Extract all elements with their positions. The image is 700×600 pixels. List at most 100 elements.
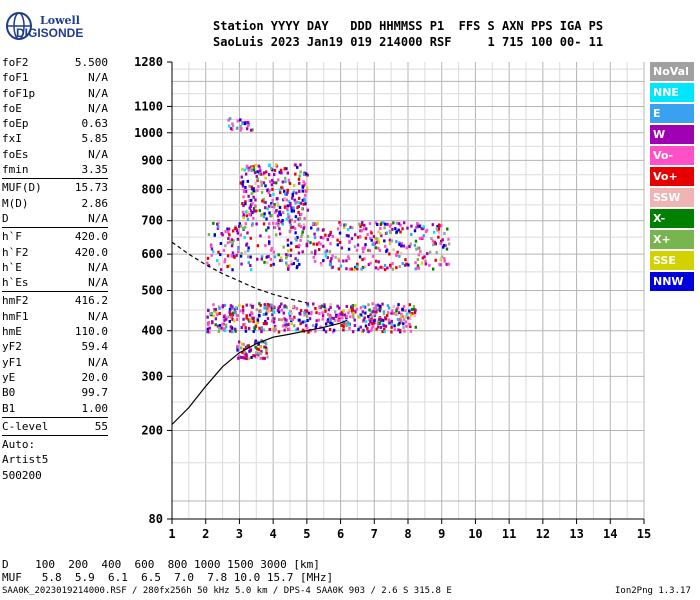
echo-point (367, 315, 370, 319)
echo-point (206, 323, 210, 327)
echo-point (380, 318, 383, 322)
echo-point (374, 305, 378, 309)
echo-point (322, 244, 325, 248)
echo-point (342, 259, 345, 263)
echo-point (239, 254, 243, 258)
echo-point (299, 238, 302, 242)
echo-point (246, 255, 250, 259)
echo-point (342, 225, 346, 229)
echo-point (415, 266, 419, 270)
echo-point (244, 202, 247, 206)
echo-point (386, 222, 389, 226)
echo-point (375, 303, 378, 307)
echo-point (326, 319, 329, 323)
param-value: 1.00 (81, 401, 109, 415)
echo-point (319, 306, 322, 310)
echo-point (297, 210, 300, 214)
echo-point (358, 315, 361, 319)
echo-point (370, 310, 373, 314)
echo-point (299, 170, 302, 174)
param-value: N/A (88, 86, 108, 100)
echo-point (239, 309, 242, 313)
echo-point (267, 255, 270, 259)
echo-point (326, 318, 330, 322)
echo-point (259, 352, 262, 356)
echo-point (251, 316, 254, 320)
echo-point (368, 221, 372, 225)
echo-point (236, 126, 239, 130)
echo-point (278, 205, 282, 209)
x-tick-label: 12 (536, 527, 550, 541)
echo-point (420, 227, 423, 231)
logo-text-lowell: Lowell (40, 14, 80, 27)
echo-point (351, 308, 354, 312)
echo-point (277, 253, 280, 257)
echo-point (382, 310, 386, 314)
echo-point (316, 221, 319, 225)
echo-point (266, 355, 269, 359)
echo-point (292, 305, 295, 309)
echo-point (217, 329, 221, 333)
echo-point (265, 217, 268, 221)
echo-point (303, 310, 306, 314)
echo-point (278, 259, 282, 263)
echo-point (336, 243, 339, 247)
echo-point (424, 259, 427, 263)
echo-point (358, 255, 362, 259)
echo-point (320, 263, 323, 267)
echo-point (268, 327, 271, 331)
echo-point (374, 266, 378, 270)
echo-point (320, 304, 324, 308)
echo-point (266, 317, 270, 321)
echo-point (329, 262, 333, 266)
y-tick-label: 800 (141, 183, 163, 197)
echo-point (444, 244, 447, 248)
x-tick-label: 10 (468, 527, 482, 541)
echo-point (305, 315, 309, 319)
echo-point (265, 304, 269, 308)
echo-point (370, 315, 374, 319)
param-row-hf2: h`F2 420.0 (2, 245, 108, 260)
echo-point (259, 345, 262, 349)
echo-point (269, 166, 273, 170)
echo-point (242, 188, 246, 192)
param-value: N/A (88, 71, 108, 85)
echo-point (216, 226, 220, 230)
echo-point (398, 265, 401, 269)
y-tick-label: 1280 (134, 55, 163, 69)
echo-point (403, 329, 406, 333)
echo-point (244, 250, 247, 254)
echo-point (290, 206, 293, 210)
echo-point (227, 230, 230, 234)
echo-point (267, 190, 271, 194)
echo-point (235, 314, 239, 318)
echo-point (377, 260, 380, 264)
echo-point (445, 262, 448, 266)
echo-point (356, 235, 360, 239)
y-tick-label: 500 (141, 284, 163, 298)
echo-point (390, 311, 393, 315)
echo-point (310, 226, 313, 230)
echo-point (301, 207, 304, 211)
echo-point (289, 254, 292, 258)
echo-point (367, 248, 370, 252)
echo-point (398, 329, 402, 333)
echo-point (228, 264, 231, 268)
echo-point (237, 340, 241, 344)
echo-point (289, 203, 292, 207)
echo-point (295, 245, 298, 249)
echo-point (333, 310, 337, 314)
echo-point (390, 325, 393, 329)
echo-point (206, 315, 209, 319)
echo-point (271, 203, 275, 207)
echo-point (383, 268, 387, 272)
echo-point (347, 247, 351, 251)
echo-point (267, 242, 271, 246)
echo-point (375, 310, 378, 314)
echo-point (422, 227, 425, 231)
echo-point (289, 223, 292, 227)
echo-point (249, 255, 252, 259)
echo-point (423, 255, 426, 259)
echo-point (390, 322, 394, 326)
echo-point (319, 242, 322, 246)
